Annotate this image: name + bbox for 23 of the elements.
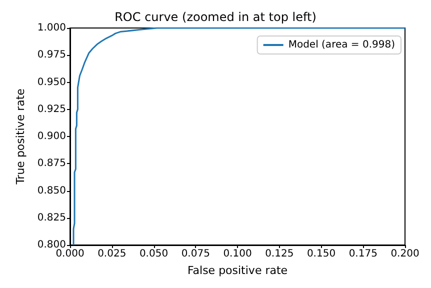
y-tick-label: 0.825 <box>37 212 66 224</box>
x-tick-label: 0.150 <box>306 248 336 260</box>
x-tick-label: 0.050 <box>139 248 168 260</box>
y-tick-label: 1.000 <box>37 22 66 34</box>
y-tick-label: 0.800 <box>37 240 66 250</box>
y-tick-label: 0.850 <box>37 185 66 196</box>
x-tick-label: 0.200 <box>390 248 420 260</box>
legend-label: Model (area = 0.998) <box>288 40 396 50</box>
x-tick-label: 0.100 <box>223 248 252 260</box>
line-series <box>72 27 406 246</box>
x-tick-label: 0.175 <box>348 248 378 260</box>
y-tick-label: 0.975 <box>37 50 66 61</box>
x-tick-label: 0.025 <box>98 248 126 260</box>
y-tick-label: 0.950 <box>37 76 66 88</box>
y-tick-label: 0.875 <box>37 158 66 170</box>
x-tick-label: 0.075 <box>181 248 210 260</box>
x-tick-label: 0.000 <box>56 248 84 260</box>
y-tick-label: 0.900 <box>37 131 66 142</box>
y-tick-label: 0.925 <box>37 104 66 115</box>
y-axis-title: True positive rate <box>14 88 27 186</box>
x-axis-title: False positive rate <box>187 264 288 277</box>
x-tick-label: 0.125 <box>265 248 294 260</box>
chart-title: ROC curve (zoomed in at top left) <box>114 10 316 24</box>
